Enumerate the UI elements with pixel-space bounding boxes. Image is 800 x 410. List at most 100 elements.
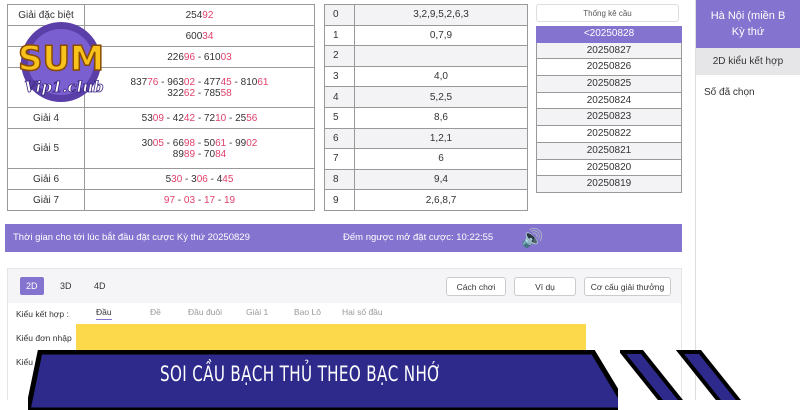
- prize-digit: 06: [196, 173, 208, 185]
- head-row: 1 0,7,9: [324, 24, 528, 47]
- prize-digit: - 25: [226, 112, 247, 124]
- prize-digit: 53: [141, 112, 153, 124]
- prize-digit: - 963: [158, 76, 184, 88]
- prize-digit: 5: [165, 173, 172, 185]
- stats-button[interactable]: Thống kê cầu: [536, 4, 679, 22]
- prize-numbers: 83776 - 96302 - 47745 - 81061 32262 - 785…: [84, 67, 315, 108]
- subtab-giai-1[interactable]: Giải 1: [246, 307, 269, 317]
- head-row: 2: [324, 45, 528, 67]
- date-item[interactable]: <20250828: [536, 26, 682, 43]
- date-item[interactable]: 20250825: [536, 76, 682, 93]
- head-digit: 8: [324, 168, 355, 191]
- prize-structure-button[interactable]: Cơ cấu giải thưởng: [584, 277, 671, 296]
- prize-digit: 97: [163, 194, 176, 206]
- region-title: Hà Nội (miền B: [710, 10, 786, 22]
- prize-numbers: 22696 - 61003: [84, 46, 315, 68]
- combo-type: 2D kiểu kết hợp: [696, 48, 800, 75]
- prize-digit: - 3: [182, 173, 197, 185]
- banner: [28, 350, 618, 410]
- prize-digit: 84: [215, 148, 227, 160]
- draw-label: Kỳ thứ: [731, 26, 765, 38]
- prize-digit: 322: [167, 87, 184, 99]
- countdown-timer: Đếm ngược mở đặt cược: 10:22:55: [343, 232, 494, 243]
- prize-digit: 89: [172, 148, 184, 160]
- head-row: 4 5,2,5: [324, 86, 528, 108]
- prize-digit: 76: [147, 76, 159, 88]
- subtab-dau[interactable]: Đầu: [96, 307, 112, 320]
- prize-digit: 10: [215, 112, 227, 124]
- date-list: <20250828 20250827 20250826 20250825 2025082…: [536, 26, 682, 193]
- how-to-play-button[interactable]: Cách chơi: [446, 277, 506, 296]
- speaker-icon[interactable]: 🔊: [521, 228, 544, 248]
- prize-digit: 58: [220, 87, 232, 99]
- prize-digit: 02: [183, 76, 196, 88]
- prize-digit: 02: [246, 137, 258, 149]
- prize-row: Giải 7 97 - 03 - 17 - 19: [7, 189, 315, 211]
- prize-numbers: 5309 - 4242 - 7210 - 2556: [84, 107, 315, 129]
- head-digit: 9: [324, 189, 355, 211]
- head-row: 3 4,0: [324, 65, 528, 88]
- prize-digit: - 610: [195, 51, 221, 63]
- prize-digit: - 4: [207, 173, 223, 185]
- prize-label: Giải 7: [7, 189, 85, 211]
- head-row: 9 2,6,8,7: [324, 189, 528, 211]
- tail-digits: 4,0: [354, 65, 528, 88]
- prize-label: Giải 5: [7, 128, 85, 169]
- prize-digit: - 42: [163, 112, 184, 124]
- tab-4d[interactable]: 4D: [94, 281, 106, 291]
- prize-label: Giải 4: [7, 107, 85, 129]
- prize-digit: 98: [183, 137, 196, 149]
- subtab-dau-duoi[interactable]: Đầu đuôi: [188, 307, 223, 317]
- head-row: 8 9,4: [324, 168, 528, 191]
- prize-digit: 03: [220, 51, 232, 63]
- prize-digit: 34: [202, 30, 214, 42]
- date-item[interactable]: 20250821: [536, 142, 682, 160]
- date-item[interactable]: 20250826: [536, 59, 682, 77]
- countdown-text: Thời gian cho tới lúc bắt đầu đặt cược K…: [13, 232, 250, 243]
- prize-digit: 837: [130, 76, 148, 88]
- date-item[interactable]: 20250823: [536, 109, 682, 127]
- prize-digit: 05: [152, 137, 164, 149]
- prize-numbers: 60034: [84, 25, 315, 47]
- tail-digits: 3,2,9,5,2,6,3: [354, 4, 528, 26]
- tail-digits: 9,4: [354, 168, 528, 191]
- prize-label: Giải 6: [7, 168, 85, 190]
- head-digit: 4: [324, 86, 355, 108]
- subtab-de[interactable]: Đề: [150, 307, 161, 317]
- tab-3d[interactable]: 3D: [60, 281, 72, 291]
- prize-numbers: 3005 - 6698 - 5061 - 9902 8989 - 7084: [84, 128, 315, 169]
- date-item[interactable]: 20250819: [536, 176, 682, 193]
- prize-digit: - 785: [195, 87, 221, 99]
- head-tail-table: 0 3,2,9,5,2,6,3 1 0,7,9 2 3 4,0 4 5,2,5 5 8,6 6 1,2,…: [324, 4, 528, 211]
- subtab-bao-lo[interactable]: Bao Lô: [294, 307, 321, 317]
- prize-digit: 89: [183, 148, 196, 160]
- tail-digits: 0,7,9: [354, 24, 528, 47]
- prize-digit: 45: [222, 173, 234, 185]
- prize-digit: 62: [183, 87, 196, 99]
- prize-digit: 56: [246, 112, 258, 124]
- prize-digit: - 810: [231, 76, 258, 88]
- prize-digit: - 66: [163, 137, 184, 149]
- prize-digit: 92: [202, 9, 214, 21]
- tail-digits: [354, 45, 528, 67]
- prize-digit: 96: [183, 51, 196, 63]
- example-button[interactable]: Ví dụ: [514, 277, 576, 296]
- prize-digit: 30: [141, 137, 153, 149]
- date-item[interactable]: 20250824: [536, 92, 682, 110]
- date-item[interactable]: 20250820: [536, 159, 682, 177]
- prize-digit: - 477: [195, 76, 221, 88]
- prize-digit: -: [175, 194, 184, 206]
- prize-digit: 30: [171, 173, 183, 185]
- combo-label: Kiểu kết hợp :: [16, 309, 69, 319]
- tab-2d[interactable]: 2D: [20, 277, 44, 295]
- head-digit: 2: [324, 45, 355, 67]
- subtab-hai-so-dau[interactable]: Hai số đầu: [342, 307, 383, 317]
- head-row: 0 3,2,9,5,2,6,3: [324, 4, 528, 26]
- prize-digit: 45: [220, 76, 232, 88]
- prize-numbers: 25492: [84, 4, 315, 26]
- date-item[interactable]: 20250827: [536, 42, 682, 60]
- date-item[interactable]: 20250822: [536, 126, 682, 143]
- prize-row: Giải 6 530 - 306 - 445: [7, 168, 315, 190]
- selected-numbers-label: Số đã chọn: [704, 87, 755, 98]
